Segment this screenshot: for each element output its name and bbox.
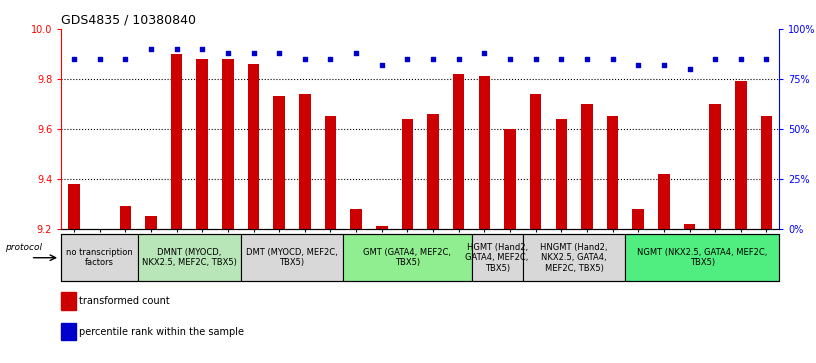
Bar: [401, 119, 413, 229]
Point: [658, 62, 671, 68]
Bar: [428, 114, 439, 229]
Point: [503, 56, 517, 62]
Bar: [273, 97, 285, 229]
Bar: [61, 292, 76, 310]
Point: [375, 62, 388, 68]
Bar: [581, 104, 592, 229]
Text: GMT (GATA4, MEF2C,
TBX5): GMT (GATA4, MEF2C, TBX5): [363, 248, 451, 268]
Bar: [248, 64, 259, 229]
Point: [708, 56, 721, 62]
Point: [144, 46, 157, 52]
Bar: [478, 77, 490, 229]
Bar: [325, 117, 336, 229]
Point: [273, 50, 286, 56]
Text: DMNT (MYOCD,
NKX2.5, MEF2C, TBX5): DMNT (MYOCD, NKX2.5, MEF2C, TBX5): [142, 248, 237, 268]
Point: [427, 56, 440, 62]
Point: [452, 56, 465, 62]
Bar: [171, 54, 182, 229]
Point: [529, 56, 542, 62]
Bar: [709, 104, 721, 229]
Text: DMT (MYOCD, MEF2C,
TBX5): DMT (MYOCD, MEF2C, TBX5): [246, 248, 338, 268]
Point: [196, 46, 209, 52]
Point: [632, 62, 645, 68]
Point: [221, 50, 234, 56]
Bar: [761, 117, 772, 229]
Point: [119, 56, 132, 62]
Point: [734, 56, 747, 62]
Text: percentile rank within the sample: percentile rank within the sample: [79, 327, 244, 337]
Point: [247, 50, 260, 56]
Bar: [472, 234, 523, 281]
Bar: [344, 234, 472, 281]
Bar: [523, 234, 625, 281]
Text: transformed count: transformed count: [79, 296, 170, 306]
Point: [324, 56, 337, 62]
Bar: [61, 234, 138, 281]
Point: [349, 50, 362, 56]
Bar: [607, 117, 619, 229]
Bar: [530, 94, 541, 229]
Bar: [145, 216, 157, 229]
Bar: [119, 206, 131, 229]
Bar: [241, 234, 344, 281]
Point: [68, 56, 81, 62]
Point: [478, 50, 491, 56]
Bar: [222, 59, 233, 229]
Text: protocol: protocol: [5, 243, 42, 252]
Bar: [453, 74, 464, 229]
Point: [580, 56, 593, 62]
Bar: [556, 119, 567, 229]
Text: HGMT (Hand2,
GATA4, MEF2C,
TBX5): HGMT (Hand2, GATA4, MEF2C, TBX5): [465, 243, 529, 273]
Text: NGMT (NKX2.5, GATA4, MEF2C,
TBX5): NGMT (NKX2.5, GATA4, MEF2C, TBX5): [637, 248, 768, 268]
Bar: [197, 59, 208, 229]
Bar: [138, 234, 241, 281]
Text: HNGMT (Hand2,
NKX2.5, GATA4,
MEF2C, TBX5): HNGMT (Hand2, NKX2.5, GATA4, MEF2C, TBX5…: [540, 243, 608, 273]
Point: [683, 66, 696, 72]
Bar: [69, 184, 80, 229]
Bar: [299, 94, 311, 229]
Bar: [625, 234, 779, 281]
Bar: [658, 174, 670, 229]
Point: [760, 56, 773, 62]
Bar: [376, 226, 388, 229]
Bar: [61, 323, 76, 340]
Bar: [632, 209, 644, 229]
Point: [170, 46, 183, 52]
Text: GDS4835 / 10380840: GDS4835 / 10380840: [61, 13, 196, 26]
Bar: [504, 129, 516, 229]
Bar: [735, 81, 747, 229]
Bar: [684, 224, 695, 229]
Point: [555, 56, 568, 62]
Point: [299, 56, 312, 62]
Text: no transcription
factors: no transcription factors: [66, 248, 133, 268]
Point: [93, 56, 106, 62]
Point: [606, 56, 619, 62]
Bar: [350, 209, 361, 229]
Point: [401, 56, 414, 62]
